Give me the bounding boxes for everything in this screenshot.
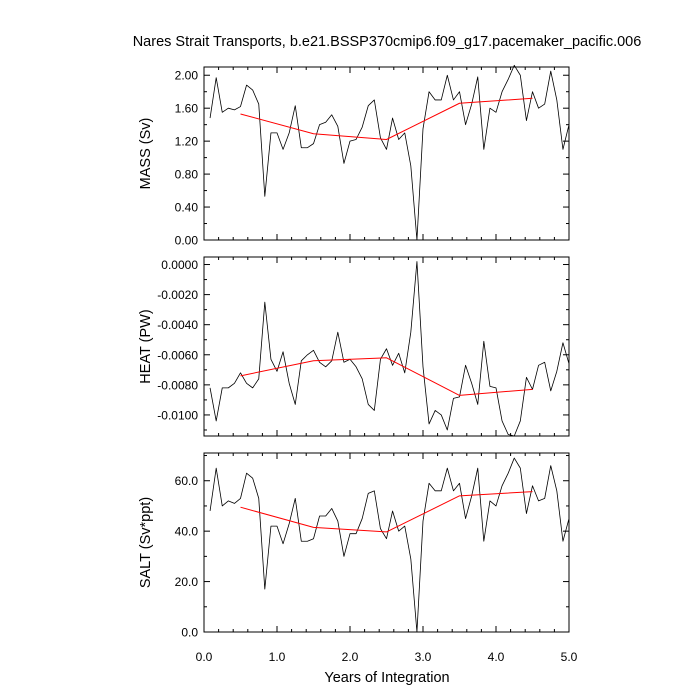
heat-y-tick-label: -0.0040 [157,318,198,332]
mass-panel: 0.00 0.40 0.80 1.20 1.60 2.00 MASS (Sv) [138,64,570,248]
salt-plot-frame [203,452,570,633]
mass-monthly-series-line [209,64,570,241]
heat-y-axis-label: HEAT (PW) [138,309,154,383]
x-tick-label: 4.0 [488,650,505,664]
heat-y-tick-label: -0.0100 [157,408,198,422]
mass-y-axis-label: MASS (Sv) [138,118,154,190]
mass-y-tick-label: 0.00 [175,234,199,248]
mass-y-tick-label: 1.60 [175,102,199,116]
mass-annual-mean-line [240,97,533,140]
heat-panel: -0.0100 -0.0080 -0.0060 -0.0040 -0.0020 0.000… [138,256,570,437]
x-tick-label: 5.0 [561,650,578,664]
heat-plot-frame [203,256,570,437]
mass-y-tick-label: 0.80 [175,168,199,182]
chart-title: Nares Strait Transports, b.e21.BSSP370cm… [133,34,642,50]
salt-y-axis-label: SALT (Sv*ppt) [138,497,154,588]
salt-monthly-series-line [209,457,570,633]
x-tick-label: 1.0 [269,650,286,664]
x-tick-label: 2.0 [342,650,359,664]
mass-y-tick-label: 2.00 [175,69,199,83]
heat-monthly-series-line [209,261,570,437]
x-tick-label: 0.0 [196,650,213,664]
salt-annual-mean-line [240,491,533,533]
salt-y-tick-label: 40.0 [175,525,199,539]
mass-y-tick-label: 0.40 [175,201,199,215]
salt-y-tick-label: 20.0 [175,575,199,589]
chart-panels: 0.00 0.40 0.80 1.20 1.60 2.00 MASS (Sv) -0.0100… [138,64,578,664]
heat-y-tick-label: 0.0000 [161,258,198,272]
x-axis-label: Years of Integration [324,670,449,686]
heat-y-tick-label: -0.0060 [157,348,198,362]
x-tick-label: 3.0 [415,650,432,664]
heat-annual-mean-line [240,357,533,396]
heat-y-tick-label: -0.0020 [157,288,198,302]
heat-y-tick-label: -0.0080 [157,378,198,392]
salt-y-tick-label: 60.0 [175,474,199,488]
mass-plot-frame [203,66,570,241]
salt-panel: 0.0 20.0 40.0 60.0 SALT (Sv*ppt) [138,452,570,640]
salt-y-tick-label: 0.0 [181,626,198,640]
mass-y-tick-label: 1.20 [175,135,199,149]
